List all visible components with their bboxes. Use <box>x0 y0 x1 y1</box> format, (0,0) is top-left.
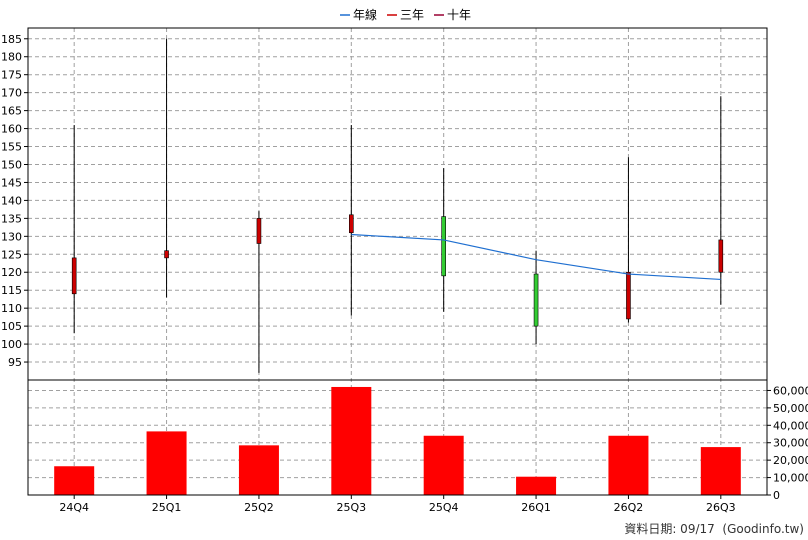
price-tick-label-14: 165 <box>1 105 22 118</box>
candle-25Q1 <box>164 38 169 298</box>
price-y-axis: 95 100 105 110 115 120 125 130 135 140 145 150 155 16… <box>1 33 28 369</box>
price-tick-label-15: 170 <box>1 87 22 100</box>
candlestick-series <box>71 38 724 373</box>
volume-tick-label-3: 30,000 <box>773 437 808 450</box>
price-tick-label-16: 175 <box>1 69 22 82</box>
price-grid <box>28 28 767 495</box>
price-tick-label-0: 95 <box>8 356 22 369</box>
volume-panel-frame <box>27 379 768 496</box>
volume-bar-25Q1 <box>146 431 187 495</box>
volume-bar-25Q2 <box>238 445 279 495</box>
candle-26Q1 <box>533 250 539 345</box>
volume-tick-label-1: 10,000 <box>773 472 808 485</box>
x-tick-label-25Q3: 25Q3 <box>336 501 366 514</box>
candle-body-24Q4 <box>71 257 77 295</box>
price-tick-label-18: 185 <box>1 33 22 46</box>
volume-tick-label-4: 40,000 <box>773 419 808 432</box>
volume-bar-26Q2 <box>608 435 649 495</box>
price-tick-label-11: 150 <box>1 158 22 171</box>
volume-bar-26Q3 <box>700 447 741 495</box>
volume-bar-25Q3 <box>331 386 372 495</box>
legend: 年線 三年 十年 <box>0 6 808 24</box>
x-tick-label-26Q3: 26Q3 <box>706 501 736 514</box>
price-tick-label-2: 105 <box>1 320 22 333</box>
legend-label-2: 十年 <box>447 8 471 22</box>
volume-tick-label-0: 0 <box>773 489 780 502</box>
volume-bar-26Q1 <box>516 476 557 495</box>
x-axis: 24Q4 25Q1 25Q2 25Q3 25Q4 26Q1 26Q2 26Q3 <box>59 495 736 514</box>
volume-grid <box>28 389 767 479</box>
volume-y-axis: 0 10,000 20,000 30,000 40,000 50,000 60,000 <box>767 384 808 502</box>
annual-line-series <box>351 233 721 281</box>
price-panel-frame <box>27 27 768 381</box>
price-tick-label-9: 140 <box>1 194 22 207</box>
x-tick-label-24Q4: 24Q4 <box>59 501 89 514</box>
volume-tick-label-6: 60,000 <box>773 384 808 397</box>
price-tick-label-12: 155 <box>1 141 22 154</box>
candle-body-26Q3 <box>718 239 724 273</box>
volume-bar-25Q4 <box>423 435 464 495</box>
x-tick-label-25Q4: 25Q4 <box>429 501 459 514</box>
volume-tick-label-5: 50,000 <box>773 402 808 415</box>
candle-body-25Q3 <box>349 214 354 234</box>
legend-svg: 年線 三年 十年 <box>340 7 471 22</box>
x-tick-label-25Q2: 25Q2 <box>244 501 274 514</box>
candle-body-25Q1 <box>164 250 169 259</box>
candle-body-26Q1 <box>533 273 539 327</box>
price-tick-label-5: 120 <box>1 266 22 279</box>
x-tick-label-25Q1: 25Q1 <box>152 501 182 514</box>
price-tick-label-1: 100 <box>1 338 22 351</box>
candle-body-25Q2 <box>256 218 262 244</box>
price-tick-label-8: 135 <box>1 212 22 225</box>
legend-label-0: 年線 <box>353 7 377 22</box>
candle-body-26Q2 <box>626 271 631 320</box>
candle-26Q2 <box>626 157 631 323</box>
price-tick-label-7: 130 <box>1 230 22 243</box>
candle-26Q3 <box>718 96 724 305</box>
x-tick-label-26Q2: 26Q2 <box>614 501 644 514</box>
footer-note: 資料日期: 09/17 (Goodinfo.tw) <box>624 522 804 536</box>
candle-24Q4 <box>71 124 77 334</box>
legend-label-1: 三年 <box>400 8 424 22</box>
volume-tick-label-2: 20,000 <box>773 454 808 467</box>
x-tick-label-26Q1: 26Q1 <box>521 501 551 514</box>
price-tick-label-17: 180 <box>1 51 22 64</box>
candle-body-25Q4 <box>441 216 446 277</box>
price-tick-label-6: 125 <box>1 248 22 261</box>
plot-frames <box>27 27 768 496</box>
volume-bar-series <box>54 386 741 495</box>
candle-25Q2 <box>256 211 262 373</box>
price-tick-label-13: 160 <box>1 123 22 136</box>
candle-25Q3 <box>349 124 354 316</box>
price-tick-label-10: 145 <box>1 176 22 189</box>
volume-bar-24Q4 <box>54 466 95 495</box>
price-tick-label-4: 115 <box>1 284 22 297</box>
price-tick-label-3: 110 <box>1 302 22 315</box>
